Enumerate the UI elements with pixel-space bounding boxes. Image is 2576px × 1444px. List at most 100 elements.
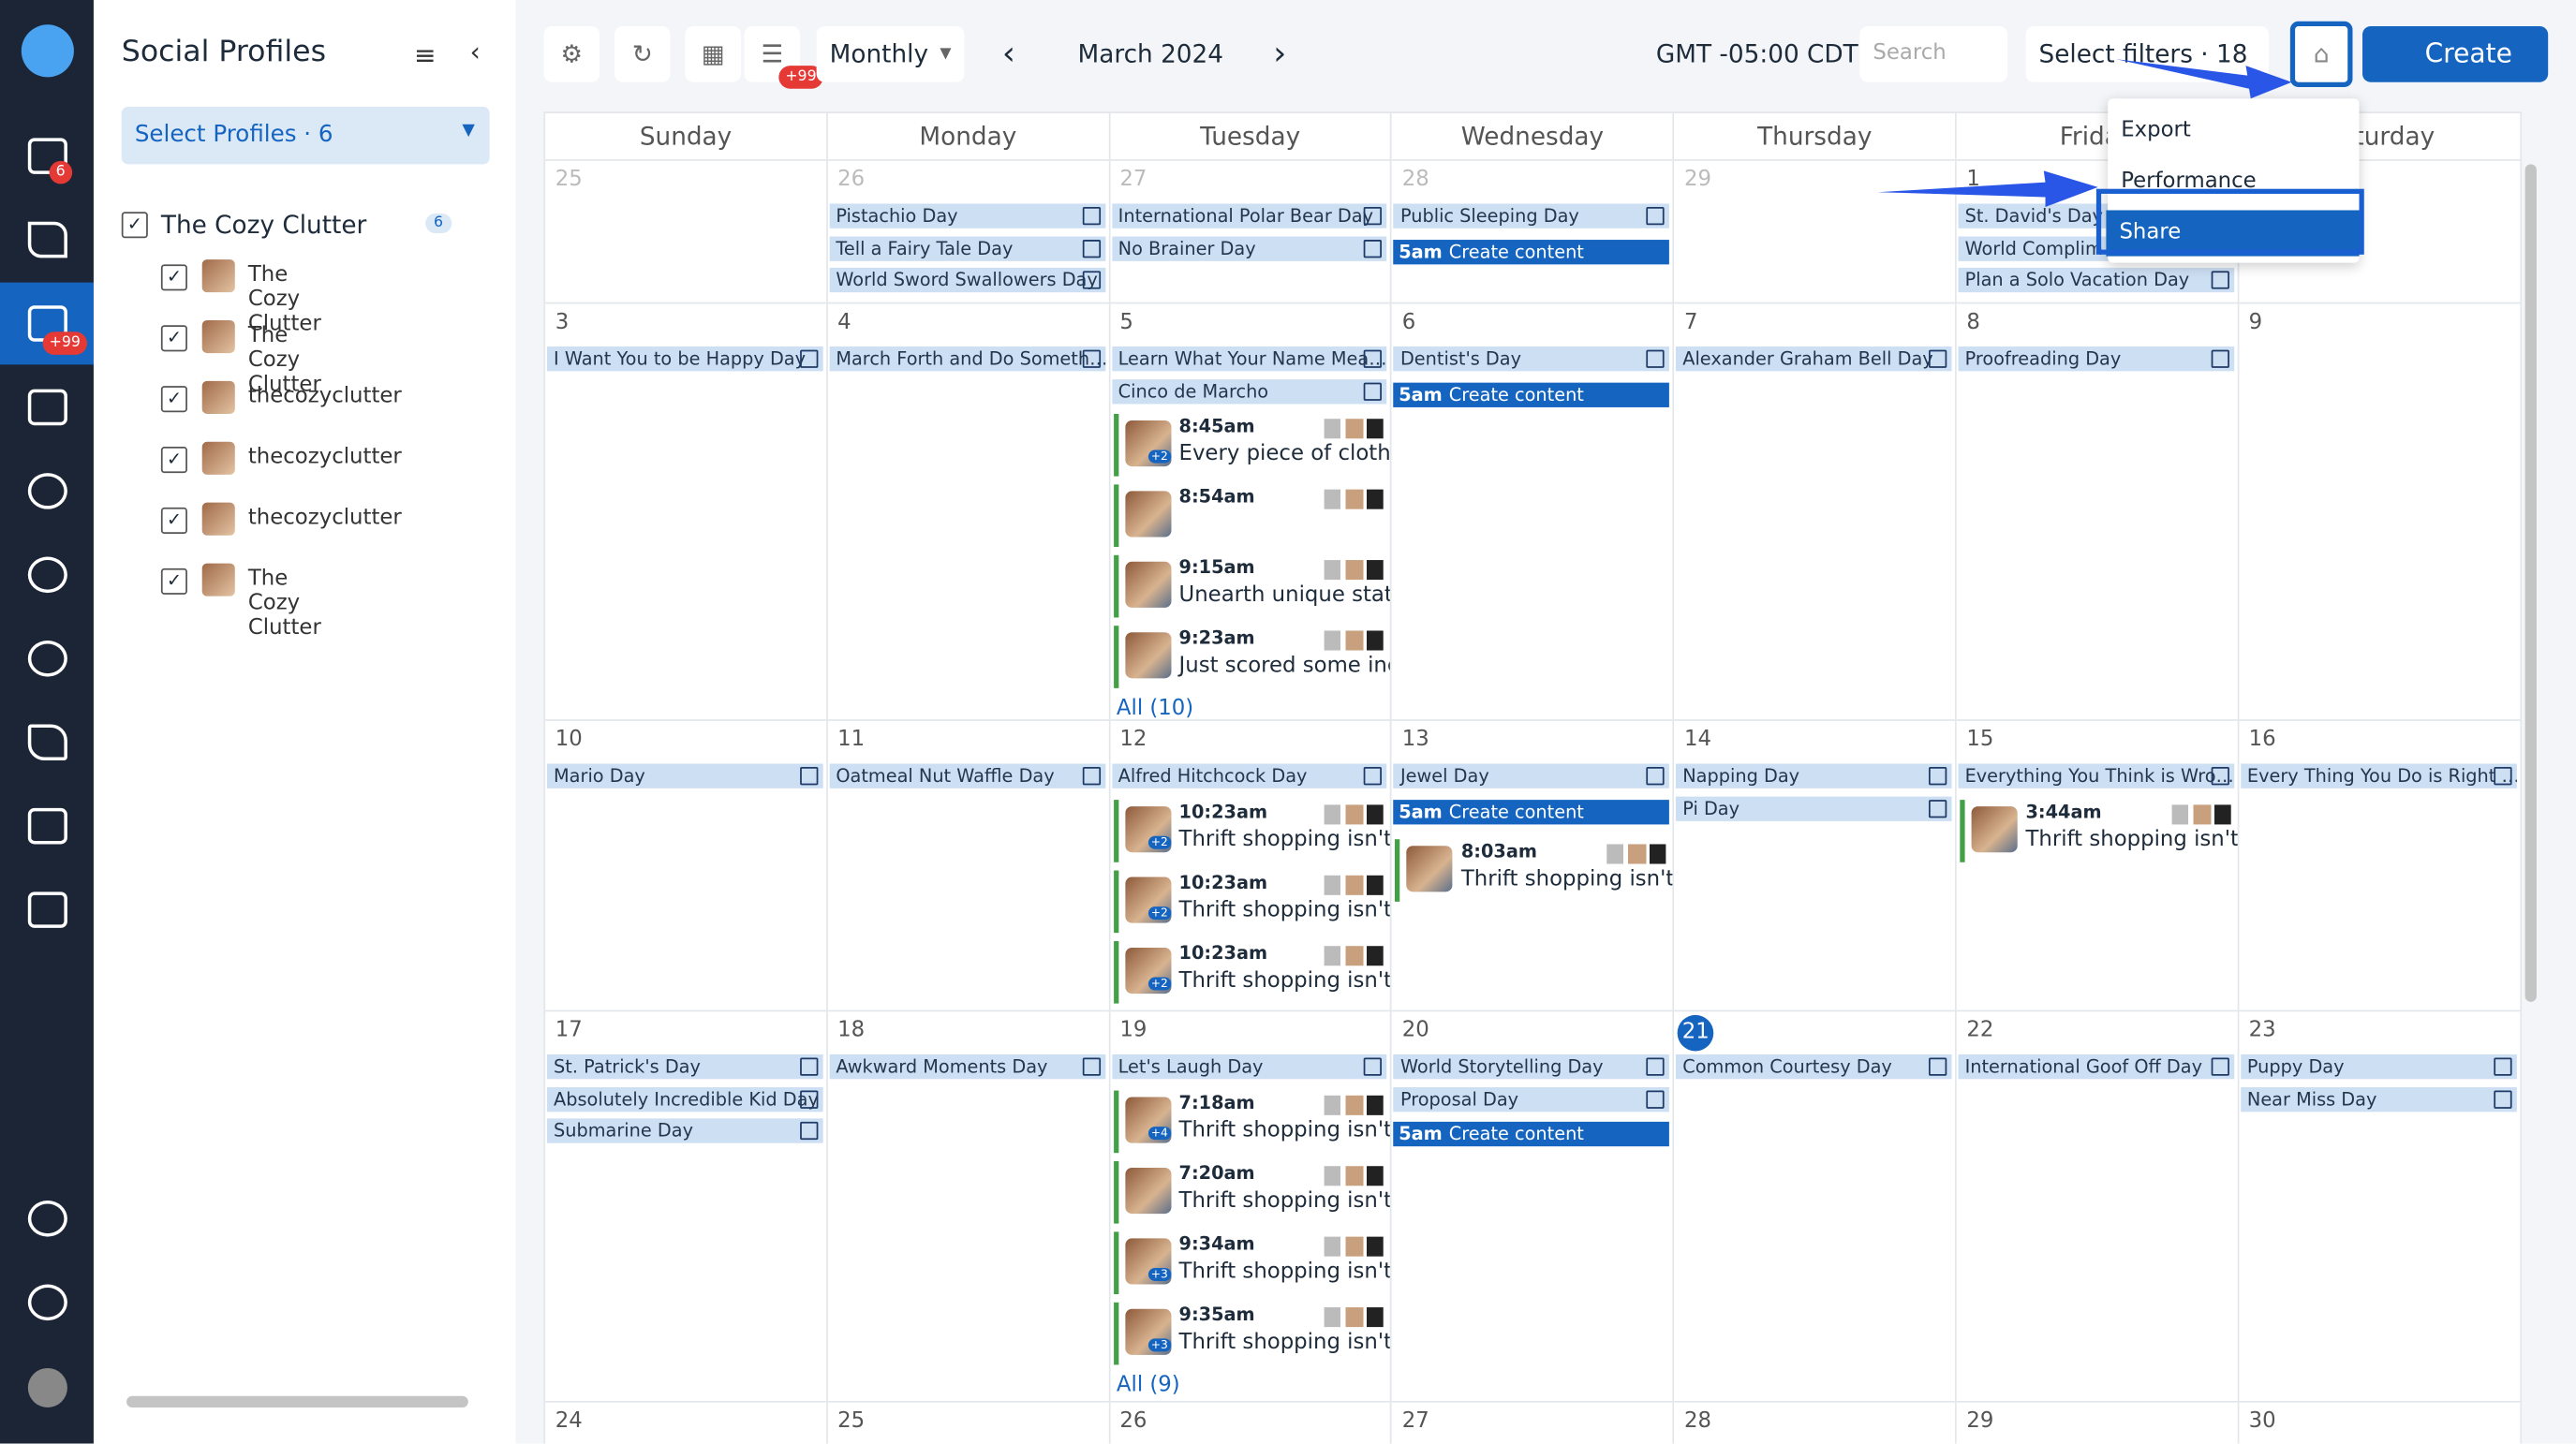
post[interactable]: 9:15am Unearth unique stat…	[1113, 554, 1390, 618]
list-button[interactable]: ☰	[744, 26, 801, 82]
event[interactable]: I Want You to be Happy Day	[547, 346, 823, 372]
day-cell[interactable]: 30	[2239, 1402, 2522, 1444]
day-cell[interactable]: 28 Public Sleeping Day 5am Create content	[1392, 160, 1675, 304]
media-icon[interactable]	[27, 389, 67, 426]
day-cell[interactable]: 28	[1674, 1402, 1957, 1444]
event[interactable]: Every Thing You Do is Right …	[2240, 763, 2517, 788]
post[interactable]: +2 8:45am Every piece of clothi…	[1113, 413, 1390, 477]
day-cell[interactable]: 27 International Polar Bear Day No Brainer…	[1109, 160, 1393, 304]
home-icon[interactable]	[27, 138, 67, 174]
share-button[interactable]: ⌂	[2289, 21, 2353, 87]
event[interactable]: Alexander Graham Bell Day	[1676, 346, 1952, 372]
event[interactable]: Pi Day	[1676, 795, 1952, 821]
filters-select[interactable]: Select filters · 18	[2025, 26, 2270, 82]
day-cell[interactable]: 27	[1392, 1402, 1675, 1444]
scrollbar[interactable]	[126, 1395, 468, 1408]
event[interactable]: Dentist's Day	[1393, 346, 1670, 372]
day-cell[interactable]: 4 March Forth and Do Someth…	[827, 303, 1110, 721]
day-cell[interactable]: 17 St. Patrick's Day Absolutely Incredible…	[545, 1011, 828, 1403]
event[interactable]: Puppy Day	[2240, 1054, 2517, 1080]
post[interactable]: +3 9:34am Thrift shopping isn't…	[1113, 1230, 1390, 1294]
event[interactable]: Jewel Day	[1393, 763, 1670, 788]
create-content[interactable]: 5am Create content	[1393, 239, 1670, 264]
select-profiles[interactable]: Select Profiles · 6 ▼	[121, 106, 490, 165]
create-content[interactable]: 5am Create content	[1393, 381, 1670, 407]
event[interactable]: Proposal Day	[1393, 1086, 1670, 1112]
event[interactable]: Alfred Hitchcock Day	[1111, 763, 1387, 788]
event[interactable]: Public Sleeping Day	[1393, 203, 1670, 228]
help-icon[interactable]	[27, 1284, 67, 1321]
pin-icon[interactable]	[27, 724, 67, 761]
create-content[interactable]: 5am Create content	[1393, 799, 1670, 824]
post[interactable]: +2 10:23am Thrift shopping isn't…	[1113, 869, 1390, 933]
event[interactable]: Oatmeal Nut Waffle Day	[829, 763, 1105, 788]
day-cell[interactable]: 24	[545, 1402, 828, 1444]
profile-checkbox[interactable]: ✓	[160, 567, 187, 595]
reviews-icon[interactable]	[27, 640, 67, 677]
event[interactable]: World Storytelling Day	[1393, 1054, 1670, 1080]
event[interactable]: Let's Laugh Day	[1111, 1054, 1387, 1080]
day-cell[interactable]: 21 Common Courtesy Day	[1674, 1011, 1957, 1403]
event[interactable]: St. Patrick's Day	[547, 1054, 823, 1080]
day-cell[interactable]: 29	[1674, 160, 1957, 304]
create-button[interactable]: Create	[2362, 26, 2549, 82]
menu-item[interactable]: Share	[2106, 210, 2360, 257]
day-cell[interactable]: 23 Puppy Day Near Miss Day	[2239, 1011, 2522, 1403]
day-cell[interactable]: 8 Proofreading Day	[1956, 303, 2240, 721]
event[interactable]: Common Courtesy Day	[1676, 1054, 1952, 1080]
calendar-scrollbar[interactable]	[2524, 164, 2537, 1002]
day-cell[interactable]: 19 Let's Laugh Day +4 7:18am Thrift shopping…	[1109, 1011, 1393, 1403]
day-cell[interactable]: 6 Dentist's Day 5am Create content	[1392, 303, 1675, 721]
post[interactable]: +2 10:23am Thrift shopping isn't…	[1113, 940, 1390, 1003]
day-cell[interactable]: 13 Jewel Day 5am Create content 8:03am Thrift…	[1392, 720, 1675, 1012]
event[interactable]: Plan a Solo Vacation Day	[1958, 267, 2234, 293]
event[interactable]: No Brainer Day	[1111, 235, 1387, 260]
all-link[interactable]: All (9)	[1116, 1372, 1180, 1397]
event[interactable]: Everything You Think is Wro…	[1958, 763, 2234, 788]
post[interactable]: 8:54am	[1113, 484, 1387, 548]
day-cell[interactable]: 15 Everything You Think is Wro… 3:44am Thri…	[1956, 720, 2240, 1012]
add-icon[interactable]	[27, 1201, 67, 1237]
event[interactable]: International Goof Off Day	[1958, 1054, 2234, 1080]
search-input[interactable]: Search	[1859, 26, 2008, 82]
event[interactable]: International Polar Bear Day	[1111, 203, 1387, 228]
post[interactable]: 8:03am Thrift shopping isn't just …	[1395, 838, 1673, 901]
profile-checkbox[interactable]: ✓	[160, 325, 187, 352]
day-cell[interactable]: 29	[1956, 1402, 2240, 1444]
all-link[interactable]: All (10)	[1116, 696, 1194, 721]
create-content[interactable]: 5am Create content	[1393, 1121, 1670, 1147]
day-cell[interactable]: 20 World Storytelling Day Proposal Day 5am C…	[1392, 1011, 1675, 1403]
event[interactable]: Pistachio Day	[829, 203, 1105, 228]
collapse-icon[interactable]: ‹	[469, 36, 481, 67]
group-checkbox[interactable]: ✓	[121, 212, 148, 239]
settings-button[interactable]: ⚙	[543, 26, 600, 82]
event[interactable]: Awkward Moments Day	[829, 1054, 1105, 1080]
event[interactable]: Proofreading Day	[1958, 346, 2234, 372]
event[interactable]: Learn What Your Name Mea…	[1111, 346, 1387, 372]
event[interactable]: Napping Day	[1676, 763, 1952, 788]
profile-checkbox[interactable]: ✓	[160, 264, 187, 291]
day-cell[interactable]: 10 Mario Day	[545, 720, 828, 1012]
day-cell[interactable]: 18 Awkward Moments Day	[827, 1011, 1110, 1403]
refresh-button[interactable]: ↻	[614, 26, 671, 82]
reports-icon[interactable]	[27, 807, 67, 845]
profile-checkbox[interactable]: ✓	[160, 447, 187, 474]
day-cell[interactable]: 9	[2239, 303, 2522, 721]
day-cell[interactable]: 26 Pistachio Day Tell a Fairy Tale Day Worl…	[827, 160, 1110, 304]
day-cell[interactable]: 3 I Want You to be Happy Day	[545, 303, 828, 721]
post[interactable]: +4 7:18am Thrift shopping isn't…	[1113, 1089, 1390, 1153]
day-cell[interactable]: 26	[1109, 1402, 1393, 1444]
view-select[interactable]: Monthly ▼	[816, 26, 965, 82]
user-avatar[interactable]	[27, 1367, 67, 1408]
listen-icon[interactable]	[27, 556, 67, 594]
profile-checkbox[interactable]: ✓	[160, 507, 187, 534]
day-cell[interactable]: 22 International Goof Off Day	[1956, 1011, 2240, 1403]
logo[interactable]	[21, 24, 74, 78]
event[interactable]: Cinco de Marcho	[1111, 378, 1387, 404]
inbox-icon[interactable]	[27, 473, 67, 509]
event[interactable]: Absolutely Incredible Kid Day	[547, 1086, 823, 1112]
next-month[interactable]: ›	[1273, 33, 1287, 73]
filter-icon[interactable]: ≡	[413, 39, 437, 71]
day-cell[interactable]: 12 Alfred Hitchcock Day +2 10:23am Thrift sh…	[1109, 720, 1393, 1012]
day-cell[interactable]: 14 Napping Day Pi Day	[1674, 720, 1957, 1012]
